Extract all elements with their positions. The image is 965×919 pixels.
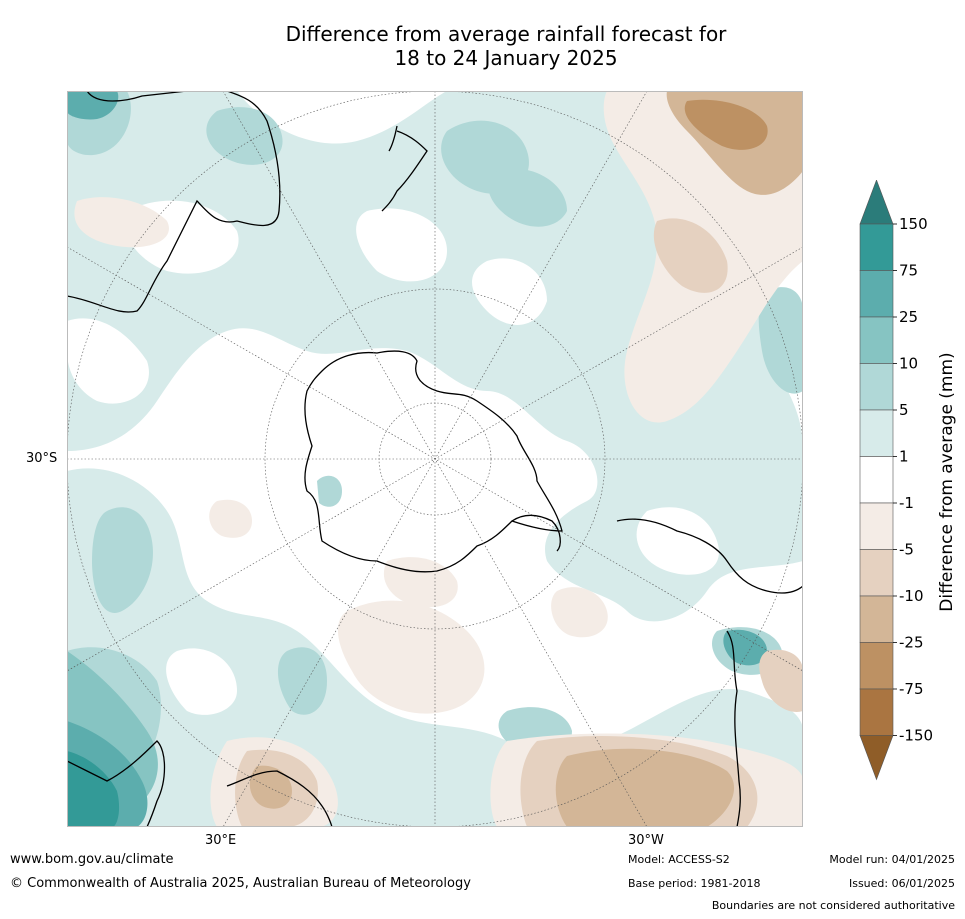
colorbar-label: Difference from average (mm) bbox=[937, 352, 957, 611]
colorbar-extend-bottom bbox=[859, 735, 894, 781]
colorbar-tick-label: -150 bbox=[899, 727, 933, 745]
footer-issued: Issued: 06/01/2025 bbox=[848, 877, 955, 890]
colorbar-band bbox=[859, 502, 894, 550]
colorbar-tick-label: 5 bbox=[899, 401, 909, 419]
colorbar-band bbox=[859, 316, 894, 364]
graticule bbox=[67, 91, 803, 827]
colorbar-tick-label: -25 bbox=[899, 634, 924, 652]
colorbar-tick-label: 10 bbox=[899, 355, 918, 373]
lon-label-30e: 30°E bbox=[205, 833, 237, 848]
map-title: Difference from average rainfall forecas… bbox=[0, 22, 965, 70]
footer-copyright: © Commonwealth of Australia 2025, Austra… bbox=[10, 876, 471, 891]
colorbar-tick-label: -75 bbox=[899, 680, 924, 698]
colorbar-tick-label: 75 bbox=[899, 262, 918, 280]
drier-medium-areas bbox=[235, 91, 803, 827]
near-normal-areas bbox=[67, 200, 719, 715]
colorbar-ticks: 150 75 25 10 5 1 -1 -5 -10 -25 -75 -150 bbox=[893, 215, 933, 745]
lat-label-30s: 30°S bbox=[26, 451, 58, 466]
colorbar-band bbox=[859, 456, 894, 504]
footer-model-run: Model run: 04/01/2025 bbox=[829, 853, 955, 866]
colorbar-tick-label: -10 bbox=[899, 587, 924, 605]
colorbar-swatches bbox=[859, 180, 894, 781]
title-line-1: Difference from average rainfall forecas… bbox=[285, 22, 727, 46]
colorbar-tick-label: -1 bbox=[899, 494, 914, 512]
colorbar-tick-label: 25 bbox=[899, 308, 918, 326]
title-line-2: 18 to 24 January 2025 bbox=[394, 46, 618, 70]
colorbar: 150 75 25 10 5 1 -1 -5 -10 -25 -75 -150 Difference … bbox=[859, 180, 957, 781]
footer-disclaimer: Boundaries are not considered authoritat… bbox=[711, 899, 955, 912]
colorbar-band bbox=[859, 409, 894, 457]
colorbar-band bbox=[859, 363, 894, 411]
footer-website[interactable]: www.bom.gov.au/climate bbox=[10, 852, 174, 867]
colorbar-tick-label: 150 bbox=[899, 215, 928, 233]
colorbar-band bbox=[859, 595, 894, 643]
colorbar-extend-top bbox=[859, 180, 894, 225]
colorbar-band bbox=[859, 688, 894, 736]
rainfall-map bbox=[67, 91, 803, 827]
colorbar-band bbox=[859, 549, 894, 597]
lon-label-30w: 30°W bbox=[628, 833, 664, 848]
colorbar-band bbox=[859, 270, 894, 318]
footer-base-period: Base period: 1981-2018 bbox=[628, 877, 761, 890]
colorbar-band bbox=[859, 642, 894, 690]
colorbar-tick-label: 1 bbox=[899, 448, 909, 466]
footer-model: Model: ACCESS-S2 bbox=[628, 853, 730, 866]
colorbar-band bbox=[859, 223, 894, 271]
wetter-heavy-areas bbox=[67, 91, 767, 827]
coastlines bbox=[67, 91, 803, 827]
colorbar-tick-label: -5 bbox=[899, 541, 914, 559]
